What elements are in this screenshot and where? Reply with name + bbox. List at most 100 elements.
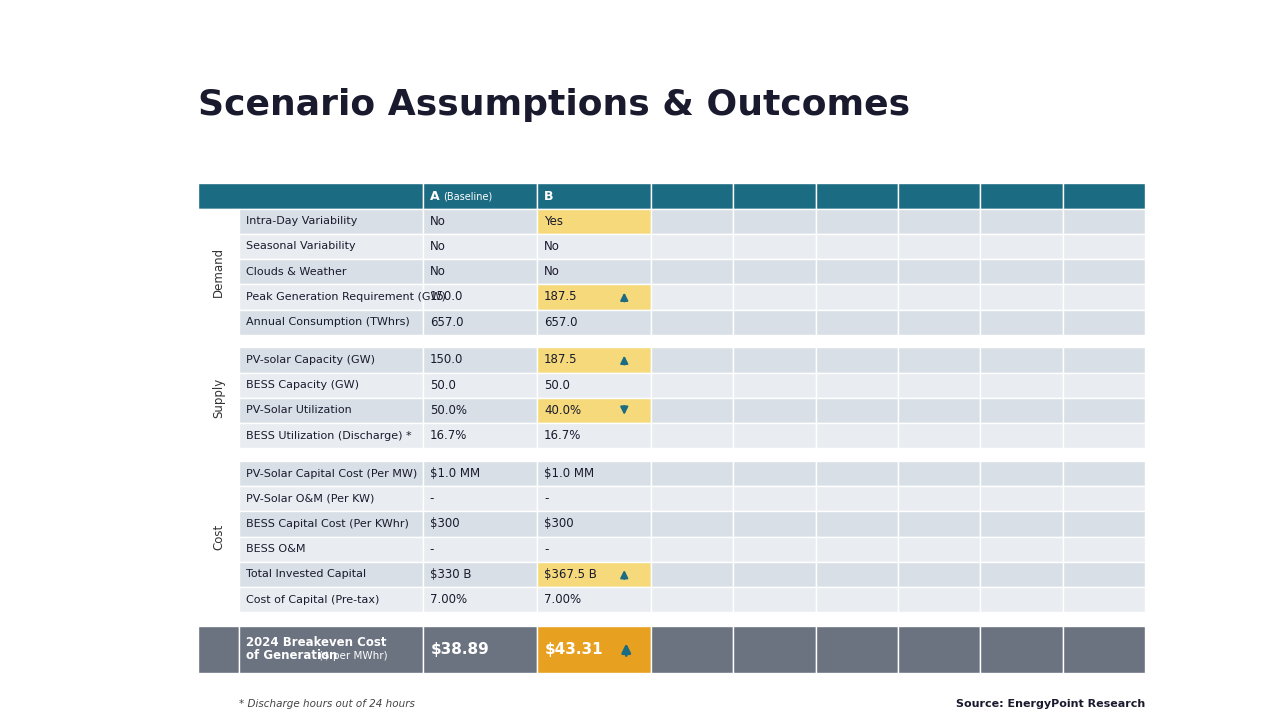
Text: Demand: Demand <box>212 247 225 297</box>
Text: Cost of Capital (Pre-tax): Cost of Capital (Pre-tax) <box>246 595 380 605</box>
FancyBboxPatch shape <box>239 398 422 423</box>
FancyBboxPatch shape <box>239 587 422 612</box>
Text: -: - <box>430 492 434 505</box>
FancyBboxPatch shape <box>197 587 239 612</box>
FancyBboxPatch shape <box>733 347 815 373</box>
FancyBboxPatch shape <box>815 562 899 587</box>
FancyBboxPatch shape <box>815 423 899 449</box>
FancyBboxPatch shape <box>197 310 239 335</box>
Text: Seasonal Variability: Seasonal Variability <box>246 241 356 251</box>
Text: 7.00%: 7.00% <box>430 593 467 606</box>
FancyBboxPatch shape <box>197 259 239 284</box>
Text: Intra-Day Variability: Intra-Day Variability <box>246 216 357 226</box>
Text: Peak Generation Requirement (GW): Peak Generation Requirement (GW) <box>246 292 447 302</box>
FancyBboxPatch shape <box>197 536 239 562</box>
Text: BESS O&M: BESS O&M <box>246 544 306 554</box>
FancyBboxPatch shape <box>652 347 733 373</box>
FancyBboxPatch shape <box>980 310 1062 335</box>
Text: A: A <box>430 189 439 202</box>
FancyBboxPatch shape <box>1062 486 1146 511</box>
FancyBboxPatch shape <box>1062 562 1146 587</box>
FancyBboxPatch shape <box>980 373 1062 398</box>
FancyBboxPatch shape <box>899 284 980 310</box>
FancyBboxPatch shape <box>652 626 733 672</box>
Text: $300: $300 <box>544 518 573 531</box>
FancyBboxPatch shape <box>422 536 538 562</box>
Text: ($ per MWhr): ($ per MWhr) <box>319 651 388 660</box>
FancyBboxPatch shape <box>422 259 538 284</box>
FancyBboxPatch shape <box>733 511 815 536</box>
FancyBboxPatch shape <box>422 209 538 234</box>
FancyBboxPatch shape <box>899 373 980 398</box>
FancyBboxPatch shape <box>197 398 239 423</box>
FancyBboxPatch shape <box>815 398 899 423</box>
FancyBboxPatch shape <box>422 373 538 398</box>
FancyBboxPatch shape <box>652 259 733 284</box>
FancyBboxPatch shape <box>815 234 899 259</box>
FancyBboxPatch shape <box>980 562 1062 587</box>
Text: 50.0: 50.0 <box>544 379 570 392</box>
FancyBboxPatch shape <box>980 209 1062 234</box>
FancyBboxPatch shape <box>733 398 815 423</box>
FancyBboxPatch shape <box>1062 423 1146 449</box>
Text: Annual Consumption (TWhrs): Annual Consumption (TWhrs) <box>246 317 410 327</box>
FancyBboxPatch shape <box>538 284 652 310</box>
FancyBboxPatch shape <box>980 461 1062 486</box>
FancyBboxPatch shape <box>422 486 538 511</box>
FancyBboxPatch shape <box>652 373 733 398</box>
FancyBboxPatch shape <box>422 626 538 672</box>
FancyBboxPatch shape <box>538 486 652 511</box>
Text: No: No <box>430 265 445 278</box>
FancyBboxPatch shape <box>239 562 422 587</box>
FancyBboxPatch shape <box>197 562 239 587</box>
FancyBboxPatch shape <box>239 626 422 672</box>
FancyBboxPatch shape <box>815 511 899 536</box>
FancyBboxPatch shape <box>538 587 652 612</box>
FancyBboxPatch shape <box>239 511 422 536</box>
FancyBboxPatch shape <box>652 398 733 423</box>
Text: 40.0%: 40.0% <box>544 404 581 417</box>
FancyBboxPatch shape <box>1062 373 1146 398</box>
FancyBboxPatch shape <box>422 284 538 310</box>
FancyBboxPatch shape <box>197 373 239 398</box>
FancyBboxPatch shape <box>197 347 239 373</box>
FancyBboxPatch shape <box>733 423 815 449</box>
Text: 50.0: 50.0 <box>430 379 456 392</box>
FancyBboxPatch shape <box>980 536 1062 562</box>
FancyBboxPatch shape <box>899 234 980 259</box>
FancyBboxPatch shape <box>733 259 815 284</box>
FancyBboxPatch shape <box>899 423 980 449</box>
FancyBboxPatch shape <box>1062 461 1146 486</box>
FancyBboxPatch shape <box>239 347 422 373</box>
Text: $330 B: $330 B <box>430 568 471 581</box>
FancyBboxPatch shape <box>980 626 1062 672</box>
FancyBboxPatch shape <box>815 373 899 398</box>
FancyBboxPatch shape <box>733 310 815 335</box>
FancyBboxPatch shape <box>733 373 815 398</box>
FancyBboxPatch shape <box>422 562 538 587</box>
Text: of Generation: of Generation <box>246 649 338 662</box>
Text: Yes: Yes <box>544 215 563 228</box>
FancyBboxPatch shape <box>980 347 1062 373</box>
Text: PV-Solar O&M (Per KW): PV-Solar O&M (Per KW) <box>246 494 375 504</box>
FancyBboxPatch shape <box>538 234 652 259</box>
FancyBboxPatch shape <box>422 398 538 423</box>
FancyBboxPatch shape <box>652 310 733 335</box>
Text: 187.5: 187.5 <box>544 290 577 303</box>
Text: 50.0%: 50.0% <box>430 404 467 417</box>
FancyBboxPatch shape <box>239 284 422 310</box>
FancyBboxPatch shape <box>899 511 980 536</box>
FancyBboxPatch shape <box>815 626 899 672</box>
FancyBboxPatch shape <box>1062 398 1146 423</box>
FancyBboxPatch shape <box>239 486 422 511</box>
FancyBboxPatch shape <box>538 626 652 672</box>
Text: 657.0: 657.0 <box>430 315 463 328</box>
FancyBboxPatch shape <box>815 209 899 234</box>
FancyBboxPatch shape <box>980 511 1062 536</box>
Text: 150.0: 150.0 <box>430 290 463 303</box>
FancyBboxPatch shape <box>1062 511 1146 536</box>
FancyBboxPatch shape <box>1062 284 1146 310</box>
FancyBboxPatch shape <box>1062 259 1146 284</box>
FancyBboxPatch shape <box>197 461 239 486</box>
FancyBboxPatch shape <box>815 184 899 209</box>
